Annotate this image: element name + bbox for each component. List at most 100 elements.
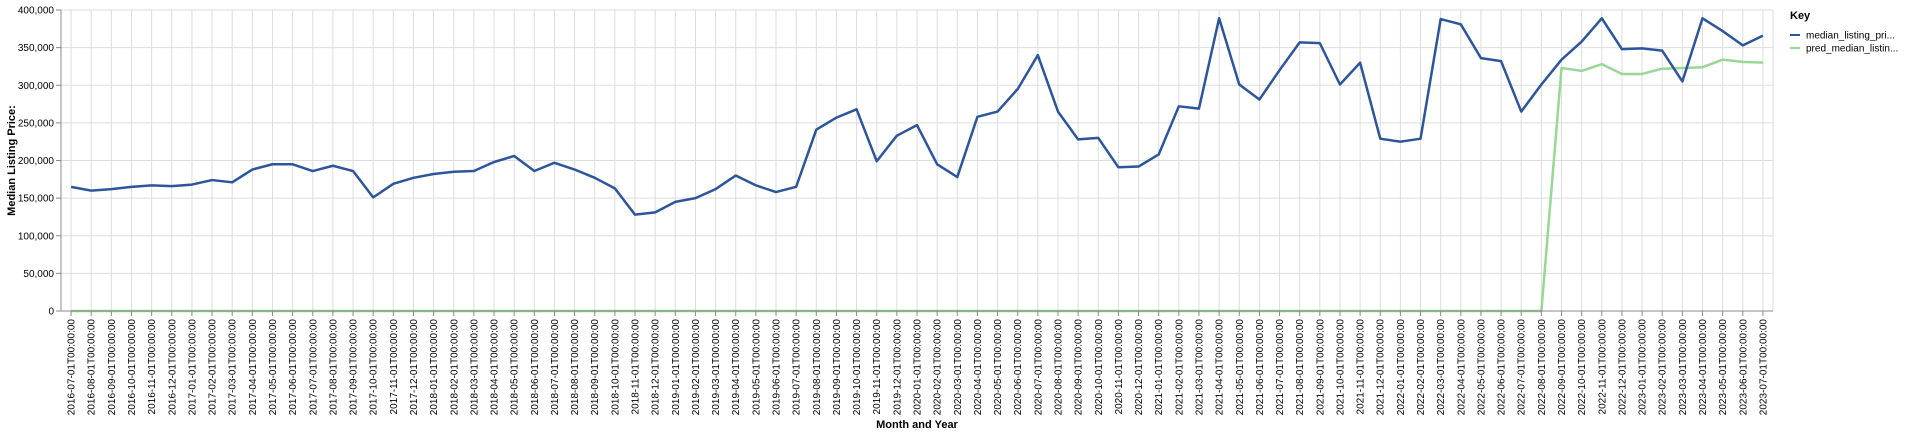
- x-tick-label: 2022-06-01T00:00:00: [1497, 319, 1508, 416]
- y-tick-label: 100,000: [18, 231, 55, 242]
- x-tick-label: 2017-12-01T00:00:00: [409, 319, 420, 416]
- x-tick-label: 2016-08-01T00:00:00: [87, 319, 98, 416]
- y-tick-label: 0: [48, 307, 54, 318]
- x-tick-label: 2020-02-01T00:00:00: [933, 319, 944, 416]
- y-tick-label: 400,000: [18, 6, 55, 17]
- y-tick-label: 150,000: [18, 194, 55, 205]
- series-line-1: [70, 17, 1764, 216]
- x-tick-label: 2017-01-01T00:00:00: [187, 319, 198, 416]
- x-tick-label: 2020-11-01T00:00:00: [1114, 319, 1125, 415]
- x-axis-title: Month and Year: [876, 419, 958, 431]
- x-tick-label: 2017-06-01T00:00:00: [288, 319, 299, 416]
- x-tick-label: 2020-03-01T00:00:00: [953, 319, 964, 416]
- x-tick-label: 2022-03-01T00:00:00: [1436, 319, 1447, 416]
- x-tick-label: 2019-11-01T00:00:00: [872, 319, 883, 415]
- x-tick-label: 2023-01-01T00:00:00: [1638, 319, 1649, 416]
- x-tick-label: 2020-01-01T00:00:00: [913, 319, 924, 416]
- x-tick-label: 2021-03-01T00:00:00: [1194, 319, 1205, 416]
- x-tick-label: 2019-08-01T00:00:00: [812, 319, 823, 416]
- x-tick-label: 2017-08-01T00:00:00: [328, 319, 339, 416]
- grid-lines: [61, 9, 1774, 312]
- x-tick-label: 2020-08-01T00:00:00: [1053, 319, 1064, 416]
- x-tick-label: 2016-09-01T00:00:00: [107, 319, 118, 416]
- x-tick-label: 2016-11-01T00:00:00: [147, 319, 158, 415]
- x-tick-label: 2022-01-01T00:00:00: [1396, 319, 1407, 416]
- x-tick-label: 2018-01-01T00:00:00: [429, 319, 440, 416]
- legend-title: Key: [1790, 10, 1811, 22]
- x-tick-label: 2018-02-01T00:00:00: [449, 319, 460, 416]
- x-tick-label: 2022-07-01T00:00:00: [1517, 319, 1528, 416]
- x-tick-label: 2017-03-01T00:00:00: [228, 319, 239, 416]
- x-tick-label: 2023-05-01T00:00:00: [1718, 319, 1729, 416]
- x-tick-label: 2021-02-01T00:00:00: [1174, 319, 1185, 416]
- x-tick-label: 2022-05-01T00:00:00: [1476, 319, 1487, 416]
- x-tick-label: 2016-07-01T00:00:00: [67, 319, 78, 416]
- y-tick-label: 350,000: [18, 43, 55, 54]
- x-tick-label: 2020-05-01T00:00:00: [993, 319, 1004, 416]
- x-tick-label: 2022-10-01T00:00:00: [1577, 319, 1588, 416]
- x-tick-label: 2023-04-01T00:00:00: [1698, 319, 1709, 416]
- x-tick-label: 2020-10-01T00:00:00: [1094, 319, 1105, 416]
- x-tick-label: 2018-08-01T00:00:00: [570, 319, 581, 416]
- x-tick-label: 2021-06-01T00:00:00: [1255, 319, 1266, 416]
- x-tick-label: 2023-06-01T00:00:00: [1738, 319, 1749, 416]
- y-tick-label: 300,000: [18, 81, 55, 92]
- x-tick-label: 2023-03-01T00:00:00: [1678, 319, 1689, 416]
- x-tick-label: 2020-07-01T00:00:00: [1033, 319, 1044, 416]
- x-tick-label: 2022-04-01T00:00:00: [1456, 319, 1467, 416]
- x-tick-label: 2022-02-01T00:00:00: [1416, 319, 1427, 416]
- x-tick-label: 2021-12-01T00:00:00: [1376, 319, 1387, 416]
- x-tick-label: 2021-04-01T00:00:00: [1215, 319, 1226, 416]
- x-tick-label: 2017-02-01T00:00:00: [208, 319, 219, 416]
- x-tick-label: 2022-11-01T00:00:00: [1597, 319, 1608, 415]
- x-tick-label: 2019-06-01T00:00:00: [772, 319, 783, 416]
- x-tick-label: 2020-06-01T00:00:00: [1013, 319, 1024, 416]
- x-tick-label: 2016-10-01T00:00:00: [127, 319, 138, 416]
- x-tick-label: 2018-03-01T00:00:00: [469, 319, 480, 416]
- x-tick-label: 2021-11-01T00:00:00: [1356, 319, 1367, 415]
- legend-label-1: median_listing_pri...: [1806, 31, 1895, 42]
- x-tick-label: 2020-04-01T00:00:00: [973, 319, 984, 416]
- x-tick-label: 2018-04-01T00:00:00: [490, 319, 501, 416]
- x-tick-label: 2018-09-01T00:00:00: [590, 319, 601, 416]
- x-tick-label: 2021-08-01T00:00:00: [1295, 319, 1306, 416]
- x-tick-label: 2017-05-01T00:00:00: [268, 319, 279, 416]
- x-tick-label: 2016-12-01T00:00:00: [167, 319, 178, 416]
- x-tick-label: 2017-07-01T00:00:00: [308, 319, 319, 416]
- x-tick-label: 2023-07-01T00:00:00: [1758, 319, 1769, 416]
- y-tick-label: 200,000: [18, 156, 55, 167]
- x-tick-label: 2019-12-01T00:00:00: [892, 319, 903, 416]
- x-tick-label: 2019-07-01T00:00:00: [792, 319, 803, 416]
- y-axis-title: Median Listing Price:: [6, 105, 18, 216]
- legend-label-2: pred_median_listin...: [1806, 44, 1898, 55]
- y-tick-label: 50,000: [23, 269, 54, 280]
- x-tick-label: 2018-05-01T00:00:00: [510, 319, 521, 416]
- legend: Key median_listing_pri... pred_median_lis…: [1790, 10, 1898, 55]
- x-tick-label: 2017-04-01T00:00:00: [248, 319, 259, 416]
- x-tick-label: 2019-10-01T00:00:00: [852, 319, 863, 416]
- x-tick-label: 2021-10-01T00:00:00: [1335, 319, 1346, 416]
- axes: 0 50,000 100,000 150,000 200,000 250,000 300,0…: [18, 6, 1773, 416]
- x-tick-label: 2018-10-01T00:00:00: [610, 319, 621, 416]
- x-tick-label: 2017-10-01T00:00:00: [369, 319, 380, 416]
- x-tick-label: 2021-07-01T00:00:00: [1275, 319, 1286, 416]
- x-tick-label: 2017-09-01T00:00:00: [349, 319, 360, 416]
- x-tick-label: 2019-02-01T00:00:00: [691, 319, 702, 416]
- y-tick-label: 250,000: [18, 118, 55, 129]
- x-tick-label: 2019-03-01T00:00:00: [711, 319, 722, 416]
- x-tick-label: 2020-09-01T00:00:00: [1074, 319, 1085, 416]
- x-tick-label: 2018-12-01T00:00:00: [651, 319, 662, 416]
- x-tick-label: 2020-12-01T00:00:00: [1134, 319, 1145, 416]
- x-tick-label: 2018-11-01T00:00:00: [631, 319, 642, 415]
- x-tick-label: 2022-09-01T00:00:00: [1557, 319, 1568, 416]
- x-tick-label: 2021-09-01T00:00:00: [1315, 319, 1326, 416]
- x-tick-label: 2019-05-01T00:00:00: [751, 319, 762, 416]
- x-tick-label: 2019-01-01T00:00:00: [671, 319, 682, 416]
- x-tick-label: 2021-01-01T00:00:00: [1154, 319, 1165, 416]
- x-tick-label: 2023-02-01T00:00:00: [1658, 319, 1669, 416]
- x-tick-label: 2018-07-01T00:00:00: [550, 319, 561, 416]
- x-tick-label: 2021-05-01T00:00:00: [1235, 319, 1246, 416]
- x-tick-label: 2019-04-01T00:00:00: [731, 319, 742, 416]
- x-tick-label: 2022-08-01T00:00:00: [1537, 319, 1548, 416]
